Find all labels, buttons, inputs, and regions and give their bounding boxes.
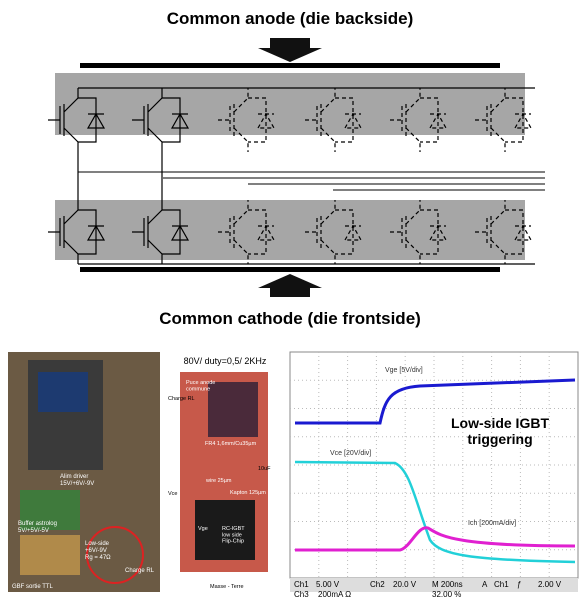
status-text: Ch1 [494, 580, 509, 589]
anode-bar [80, 63, 500, 68]
board-label: Masse - Terre [210, 584, 244, 590]
status-text: ƒ [517, 580, 521, 589]
trace-label: Vce [20V/div] [330, 450, 371, 457]
board-label: Kapton 125µm [230, 490, 266, 496]
status-text: Ch2 [370, 580, 385, 589]
bottom-title: Common cathode (die frontside) [159, 309, 421, 328]
board-label: wire 25µm [205, 478, 232, 484]
status-text: 32.00 % [432, 590, 461, 598]
status-text: Ch3 [294, 590, 309, 598]
board-label: Vce [168, 491, 177, 497]
status-text: 20.0 V [393, 580, 417, 589]
status-text: Ch1 [294, 580, 309, 589]
cathode-bar [80, 267, 500, 272]
status-text: 5.00 V [316, 580, 340, 589]
trace-label: Vge [5V/div] [385, 367, 423, 374]
buffer-board [20, 535, 80, 575]
figure: Common anode (die backside) Common catho… [0, 0, 580, 598]
photo-label: GBF sortie TTL [12, 584, 54, 590]
board-label: 10uF [258, 466, 271, 472]
board-label: Charge RL [168, 396, 195, 402]
board-label: FR4 1,6mm/Cu35µm [205, 441, 257, 447]
status-text: A [482, 580, 488, 589]
arrow-up [258, 274, 322, 297]
arrow-down [258, 38, 322, 62]
status-text: 200mA Ω [318, 590, 351, 598]
top-title: Common anode (die backside) [167, 9, 414, 28]
status-text: 2.00 V [538, 580, 562, 589]
bottom-band [55, 200, 525, 260]
board-title: 80V/ duty=0,5/ 2KHz [184, 356, 267, 366]
scope-screen [38, 372, 88, 412]
status-text: M 200ns [432, 580, 463, 589]
trace-label: Ich [200mA/div] [468, 520, 516, 527]
top-die [208, 382, 258, 437]
photo-label: Charge RL [125, 568, 155, 574]
board-label: Vge [198, 526, 208, 532]
top-band [55, 73, 525, 135]
page: Common anode (die backside) Common catho… [0, 0, 580, 603]
